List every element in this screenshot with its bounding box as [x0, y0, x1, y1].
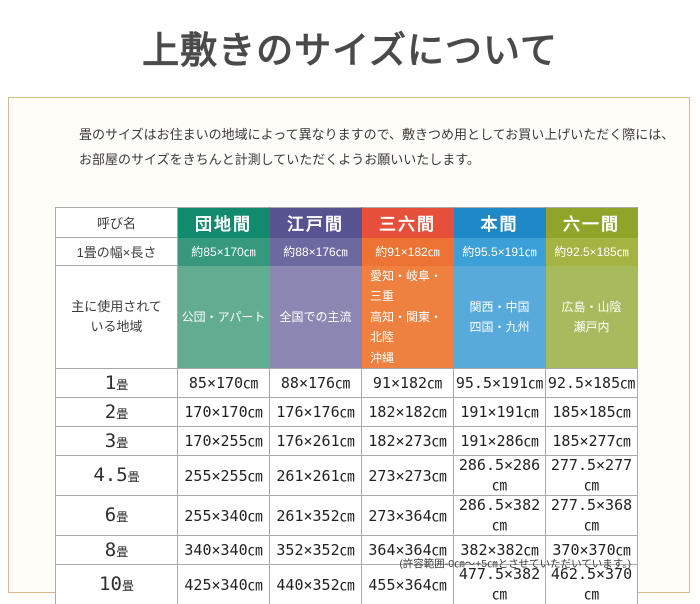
- value-cell: 352×352㎝: [270, 535, 362, 565]
- value-cell: 170×170㎝: [178, 397, 270, 427]
- unit-size-cell: 約85×170㎝: [178, 238, 270, 266]
- mat-count: 8: [104, 538, 117, 561]
- value-cell: 176×176㎝: [270, 397, 362, 427]
- mat-count: 10: [99, 573, 122, 596]
- row-label: 10畳: [55, 564, 178, 604]
- value-cell: 255×255㎝: [178, 455, 270, 496]
- content-frame: 畳のサイズはお住まいの地域によって異なりますので、敷きつめ用としてお買い上げいた…: [8, 97, 690, 604]
- table-row-4-5jo: 4.5畳 255×255㎝ 261×261㎝ 273×273㎝ 286.5×28…: [55, 455, 638, 496]
- value-cell: 185×277㎝: [546, 426, 638, 456]
- value-cell: 440×352㎝: [270, 564, 362, 604]
- column-header-edoma: 江戸間: [270, 207, 362, 238]
- unit-size-row: 1畳の幅×長さ 約85×170㎝ 約88×176㎝ 約91×182㎝ 約95.5…: [55, 238, 638, 266]
- description-line-2: お部屋のサイズをきちんと計測していただくようお願いいたします。: [79, 152, 480, 168]
- table-row-3jo: 3畳 170×255㎝ 176×261㎝ 182×273㎝ 191×286㎝ 1…: [55, 426, 638, 456]
- table-row-2jo: 2畳 170×170㎝ 176×176㎝ 182×182㎝ 191×191㎝ 1…: [55, 397, 638, 427]
- column-header-danchima: 団地間: [178, 207, 270, 238]
- region-cell: 公団・アパート: [178, 266, 270, 369]
- column-header-honma: 本間: [454, 207, 546, 238]
- value-cell: 182×273㎝: [362, 426, 454, 456]
- table-row-8jo: 8畳 340×340㎝ 352×352㎝ 364×364㎝ 382×382㎝ 3…: [55, 535, 638, 565]
- tolerance-note: (許容範囲-0㎝～+5㎝とさせていただいています。): [399, 558, 631, 570]
- row-label: 4.5畳: [55, 455, 178, 496]
- row-label: 8畳: [55, 535, 178, 565]
- table-row-1jo: 1畳 85×170㎝ 88×176㎝ 91×182㎝ 95.5×191㎝ 92.…: [55, 368, 638, 398]
- unit-size-cell: 約92.5×185㎝: [546, 238, 638, 266]
- value-cell: 191×286㎝: [454, 426, 546, 456]
- mat-unit: 畳: [127, 470, 140, 485]
- value-cell: 85×170㎝: [178, 368, 270, 398]
- value-cell: 286.5×382㎝: [454, 495, 546, 536]
- description-line-1: 畳のサイズはお住まいの地域によって異なりますので、敷きつめ用としてお買い上げいた…: [79, 127, 675, 142]
- value-cell: 95.5×191㎝: [454, 368, 546, 398]
- value-cell: 273×364㎝: [362, 495, 454, 536]
- value-cell: 382×382㎝: [454, 535, 546, 565]
- value-cell: 91×182㎝: [362, 368, 454, 398]
- mat-count: 3: [104, 429, 117, 452]
- value-cell: 273×273㎝: [362, 455, 454, 496]
- value-cell: 88×176㎝: [270, 368, 362, 398]
- table-row-10jo: 10畳 425×340㎝ 440×352㎝ 455×364㎝ 477.5×382…: [55, 564, 638, 604]
- unit-size-cell: 約88×176㎝: [270, 238, 362, 266]
- column-header-rokuichima: 六一間: [546, 207, 638, 238]
- value-cell: 364×364㎝: [362, 535, 454, 565]
- mat-unit: 畳: [116, 406, 129, 421]
- value-cell: 425×340㎝: [178, 564, 270, 604]
- region-cell: 関西・中国 四国・九州: [454, 266, 546, 369]
- mat-unit: 畳: [121, 579, 134, 594]
- value-cell: 286.5×286㎝: [454, 455, 546, 496]
- column-header-saburokuma: 三六間: [362, 207, 454, 238]
- unit-size-cell: 約91×182㎝: [362, 238, 454, 266]
- region-row: 主に使用されて いる地域 公団・アパート 全国での主流 愛知・岐阜・三重 高知・…: [55, 266, 638, 369]
- mat-count: 6: [104, 504, 117, 527]
- value-cell: 277.5×277㎝: [546, 455, 638, 496]
- mat-unit: 畳: [116, 377, 129, 392]
- row-label: 1畳: [55, 368, 178, 398]
- value-cell: 462.5×370㎝: [546, 564, 638, 604]
- row-header-size: 1畳の幅×長さ: [55, 238, 178, 266]
- value-cell: 176×261㎝: [270, 426, 362, 456]
- row-label: 6畳: [55, 495, 178, 536]
- page-title: 上敷きのサイズについて: [142, 28, 558, 72]
- value-cell: 455×364㎝: [362, 564, 454, 604]
- mat-unit: 畳: [116, 435, 129, 450]
- value-cell: 261×261㎝: [270, 455, 362, 496]
- row-label: 2畳: [55, 397, 178, 427]
- value-cell: 185×185㎝: [546, 397, 638, 427]
- row-label: 3畳: [55, 426, 178, 456]
- row-header-name: 呼び名: [55, 207, 178, 238]
- region-cell: 全国での主流: [270, 266, 362, 369]
- value-cell: 92.5×185㎝: [546, 368, 638, 398]
- mat-unit: 畳: [116, 510, 129, 525]
- row-header-region: 主に使用されて いる地域: [55, 266, 178, 369]
- mat-count: 4.5: [93, 464, 128, 487]
- mat-count: 1: [104, 371, 117, 394]
- value-cell: 182×182㎝: [362, 397, 454, 427]
- value-cell: 370×370㎝: [546, 535, 638, 565]
- value-cell: 255×340㎝: [178, 495, 270, 536]
- region-cell: 愛知・岐阜・三重 高知・関東・北陸 沖縄: [362, 266, 454, 369]
- value-cell: 340×340㎝: [178, 535, 270, 565]
- region-cell: 広島・山陰 瀬戸内: [546, 266, 638, 369]
- value-cell: 191×191㎝: [454, 397, 546, 427]
- value-cell: 261×352㎝: [270, 495, 362, 536]
- table-row-6jo: 6畳 255×340㎝ 261×352㎝ 273×364㎝ 286.5×382㎝…: [55, 495, 638, 536]
- unit-size-cell: 約95.5×191㎝: [454, 238, 546, 266]
- description: 畳のサイズはお住まいの地域によって異なりますので、敷きつめ用としてお買い上げいた…: [79, 122, 674, 173]
- header-row: 呼び名 団地間 江戸間 三六間 本間 六一間: [55, 207, 638, 238]
- value-cell: 477.5×382㎝: [454, 564, 546, 604]
- value-cell: 277.5×368㎝: [546, 495, 638, 536]
- mat-unit: 畳: [116, 544, 129, 559]
- size-table: 呼び名 団地間 江戸間 三六間 本間 六一間 1畳の幅×長さ 約85×170㎝ …: [55, 207, 638, 604]
- mat-count: 2: [104, 400, 117, 423]
- value-cell: 170×255㎝: [178, 426, 270, 456]
